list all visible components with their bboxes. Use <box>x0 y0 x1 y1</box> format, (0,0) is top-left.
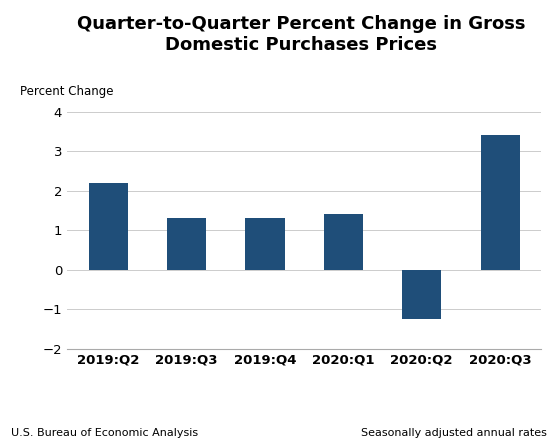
Bar <box>167 219 206 270</box>
Text: Seasonally adjusted annual rates: Seasonally adjusted annual rates <box>361 428 547 438</box>
Bar <box>402 270 441 319</box>
Text: U.S. Bureau of Economic Analysis: U.S. Bureau of Economic Analysis <box>11 428 198 438</box>
Bar <box>246 219 285 270</box>
Bar <box>480 135 519 270</box>
Text: Quarter-to-Quarter Percent Change in Gross
Domestic Purchases Prices: Quarter-to-Quarter Percent Change in Gro… <box>77 15 526 54</box>
Bar <box>324 215 363 270</box>
Bar <box>89 183 128 270</box>
Text: Percent Change: Percent Change <box>20 84 113 97</box>
